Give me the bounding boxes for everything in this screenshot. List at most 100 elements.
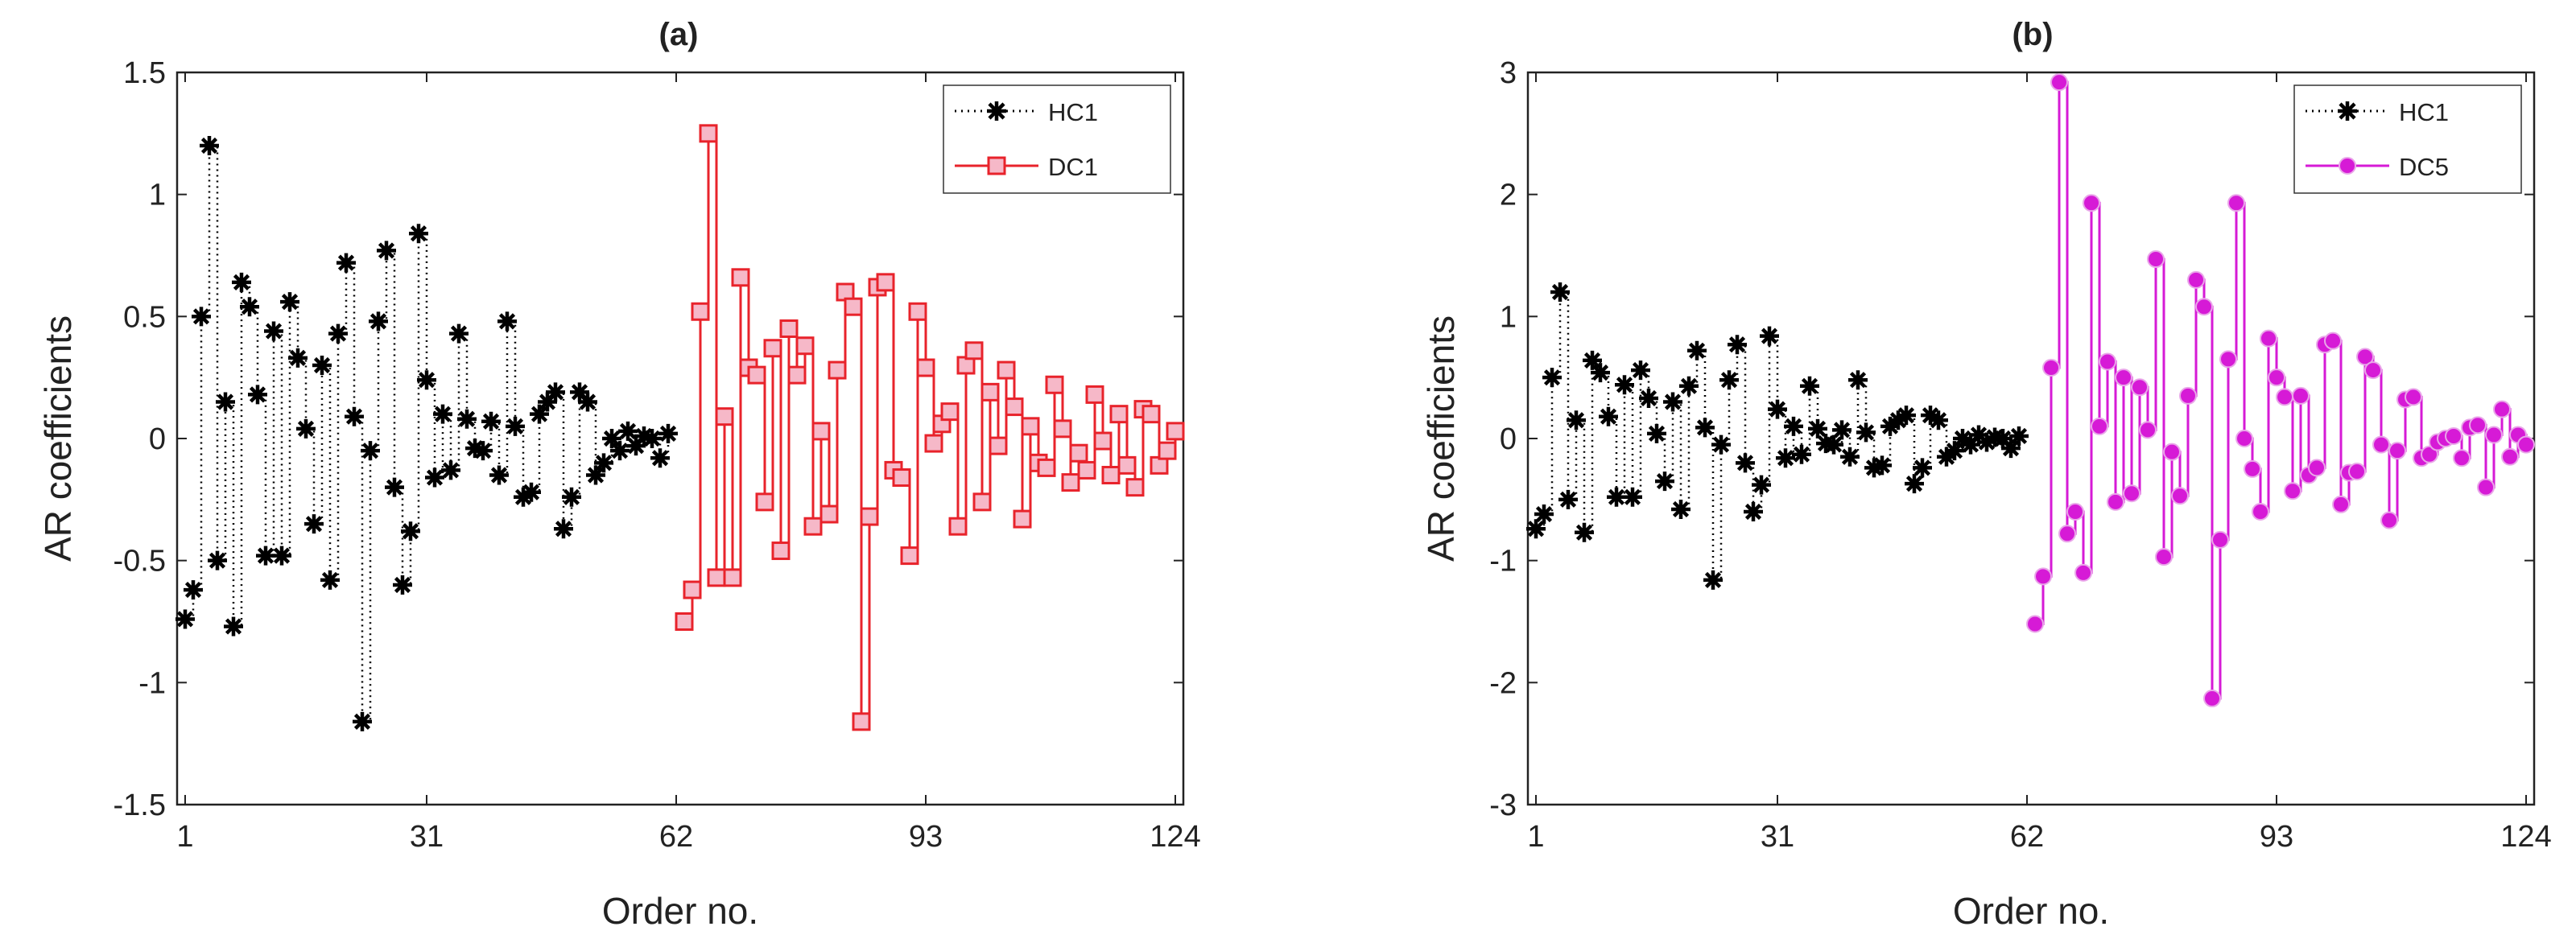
point-dc1 xyxy=(972,492,992,512)
point-dc5 xyxy=(2308,459,2326,477)
x-tick-label: 1 xyxy=(1527,820,1544,854)
point-hc1 xyxy=(2001,439,2021,459)
point-hc1 xyxy=(602,429,621,448)
point-hc1 xyxy=(280,292,299,312)
point-dc1 xyxy=(787,365,807,385)
point-dc1 xyxy=(860,507,879,526)
point-hc1 xyxy=(530,404,549,424)
point-hc1 xyxy=(1889,410,1908,430)
point-hc1 xyxy=(562,487,581,507)
point-dc1 xyxy=(1053,419,1072,439)
point-hc1 xyxy=(1744,502,1763,521)
point-hc1 xyxy=(1623,487,1642,507)
point-dc1 xyxy=(803,517,823,536)
point-hc1 xyxy=(650,448,670,468)
point-dc5 xyxy=(2195,298,2213,316)
point-hc1 xyxy=(184,580,203,600)
point-hc1 xyxy=(2009,426,2029,446)
point-hc1 xyxy=(1969,425,1988,445)
point-dc5 xyxy=(2421,445,2438,463)
point-dc5 xyxy=(2332,495,2350,513)
point-hc1 xyxy=(1776,448,1795,468)
point-dc1 xyxy=(997,360,1016,380)
point-hc1 xyxy=(626,436,646,456)
point-hc1 xyxy=(288,348,308,368)
panel-a-plot-area xyxy=(175,71,1185,806)
point-dc1 xyxy=(723,568,742,587)
point-hc1 xyxy=(1615,375,1634,395)
point-hc1 xyxy=(385,477,404,497)
y-tick-label: -2 xyxy=(1489,666,1517,700)
y-tick-label: 0 xyxy=(1500,422,1517,456)
point-dc1 xyxy=(1166,422,1185,441)
point-dc1 xyxy=(1085,385,1104,404)
point-dc5 xyxy=(2469,416,2487,434)
point-dc1 xyxy=(699,124,718,143)
y-tick-label: 2 xyxy=(1500,179,1517,212)
x-tick-label: 124 xyxy=(2500,820,2551,854)
point-hc1 xyxy=(377,241,396,261)
point-hc1 xyxy=(1591,363,1610,383)
point-dc5 xyxy=(2405,388,2422,406)
panel-a-series xyxy=(175,124,1185,731)
point-dc1 xyxy=(1125,478,1145,497)
point-hc1 xyxy=(1897,406,1916,426)
point-hc1 xyxy=(1695,418,1715,438)
point-hc1 xyxy=(1719,370,1739,390)
point-hc1 xyxy=(1526,519,1546,539)
point-hc1 xyxy=(618,421,638,441)
point-dc5 xyxy=(2276,388,2293,406)
point-dc5 xyxy=(2348,462,2366,480)
point-hc1 xyxy=(361,441,380,461)
point-hc1 xyxy=(1856,422,1876,443)
point-dc1 xyxy=(964,341,984,360)
point-dc1 xyxy=(1061,473,1080,492)
point-dc5 xyxy=(2026,615,2044,633)
point-dc1 xyxy=(779,319,799,338)
point-hc1 xyxy=(1550,282,1570,302)
y-tick-label: -0.5 xyxy=(114,545,166,579)
point-dc1 xyxy=(811,422,831,441)
point-hc1 xyxy=(1937,447,1956,467)
panel-a-legend-box xyxy=(943,84,1171,194)
point-dc1 xyxy=(731,268,750,287)
point-dc5 xyxy=(2066,503,2084,521)
panel-a-x-axis: 1 31 62 93 124 xyxy=(176,72,1201,854)
point-hc1 xyxy=(1647,423,1666,443)
point-hc1 xyxy=(1977,432,1996,452)
point-hc1 xyxy=(1687,340,1707,360)
panel-b-x-axis: 1 31 62 93 124 xyxy=(1527,72,2552,854)
point-hc1 xyxy=(192,307,211,327)
point-hc1 xyxy=(1768,399,1787,419)
point-dc1 xyxy=(747,365,766,385)
point-dc5 xyxy=(2380,511,2398,529)
point-hc1 xyxy=(272,546,291,566)
point-hc1 xyxy=(449,323,469,344)
point-dc5 xyxy=(2268,369,2285,387)
x-tick-label: 31 xyxy=(1761,820,1794,854)
point-dc5 xyxy=(2163,443,2181,461)
point-hc1 xyxy=(441,460,460,480)
point-dc1 xyxy=(795,336,815,356)
point-hc1 xyxy=(248,385,267,405)
point-hc1 xyxy=(1921,406,1940,426)
point-dc5 xyxy=(2252,503,2269,521)
point-hc1 xyxy=(232,272,251,292)
point-dc5 xyxy=(2171,487,2189,505)
point-dc5 xyxy=(2211,530,2229,549)
y-tick-label: 0 xyxy=(149,422,166,456)
point-hc1 xyxy=(353,711,372,731)
point-hc1 xyxy=(1736,453,1755,473)
point-dc1 xyxy=(1045,375,1064,394)
point-dc5 xyxy=(2517,435,2535,454)
point-dc1 xyxy=(1013,509,1032,529)
point-dc1 xyxy=(908,302,927,321)
point-dc5 xyxy=(2388,442,2406,460)
x-tick-label: 124 xyxy=(1150,820,1200,854)
point-dc1 xyxy=(771,542,791,561)
point-hc1 xyxy=(489,465,509,485)
point-hc1 xyxy=(369,311,388,331)
point-dc5 xyxy=(2147,250,2165,269)
point-hc1 xyxy=(506,416,525,436)
